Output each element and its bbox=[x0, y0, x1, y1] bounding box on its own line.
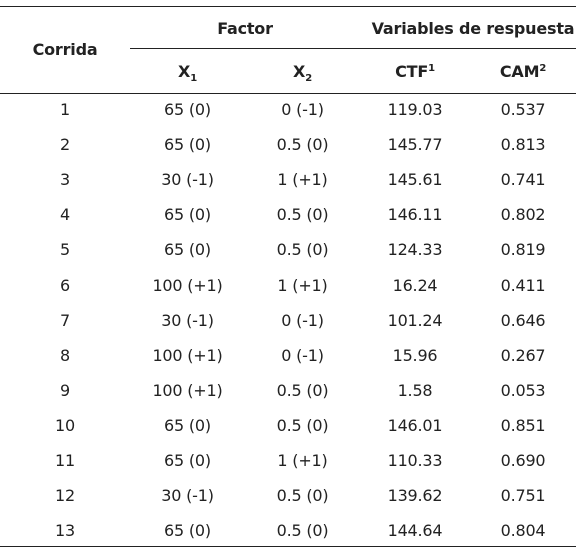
cell-x2: 0.5 (0) bbox=[276, 380, 329, 400]
cell-ctf: 145.61 bbox=[387, 170, 443, 190]
cell-cam: 0.813 bbox=[500, 135, 546, 155]
cell-x1: 65 (0) bbox=[164, 521, 211, 541]
cell-corrida: 12 bbox=[55, 486, 75, 506]
cell-x1: 30 (-1) bbox=[161, 170, 214, 190]
header-x1-sub: 1 bbox=[190, 73, 197, 84]
header-x1-base: X bbox=[178, 62, 191, 81]
header-cam: CAM2 bbox=[470, 62, 576, 81]
cell-ctf: 145.77 bbox=[387, 135, 443, 155]
cell-corrida: 10 bbox=[55, 415, 75, 435]
cell-x1: 30 (-1) bbox=[161, 486, 214, 506]
header-x2: X2 bbox=[245, 62, 360, 84]
cell-cam: 0.537 bbox=[500, 100, 546, 119]
cell-cam: 0.802 bbox=[500, 205, 546, 225]
cell-x2: 0.5 (0) bbox=[276, 135, 329, 155]
header-x2-sub: 2 bbox=[305, 73, 312, 84]
cell-cam: 0.751 bbox=[500, 486, 546, 506]
header-ctf-base: CTF bbox=[395, 62, 429, 81]
cell-x1: 30 (-1) bbox=[161, 310, 214, 330]
header-cam-base: CAM bbox=[499, 62, 540, 81]
cell-x2: 0.5 (0) bbox=[276, 486, 329, 506]
cell-x2: 0.5 (0) bbox=[276, 205, 329, 225]
cell-corrida: 2 bbox=[60, 135, 70, 155]
cell-x1: 65 (0) bbox=[164, 205, 211, 225]
cell-ctf: 15.96 bbox=[392, 345, 438, 365]
cell-cam: 0.646 bbox=[500, 310, 546, 330]
cell-corrida: 1 bbox=[60, 100, 70, 119]
cell-x2: 0 (-1) bbox=[281, 100, 324, 119]
cell-ctf: 1.58 bbox=[397, 380, 433, 400]
cell-x1: 65 (0) bbox=[164, 135, 211, 155]
header-bottom-rule bbox=[0, 93, 576, 94]
cell-x2: 0.5 (0) bbox=[276, 240, 329, 260]
cell-x2: 0 (-1) bbox=[281, 310, 324, 330]
cell-x1: 65 (0) bbox=[164, 415, 211, 435]
header-corrida: Corrida bbox=[32, 40, 98, 59]
cell-x2: 0.5 (0) bbox=[276, 521, 329, 541]
cell-corrida: 9 bbox=[60, 380, 70, 400]
cell-x1: 100 (+1) bbox=[152, 345, 223, 365]
cell-x2: 1 (+1) bbox=[277, 451, 328, 470]
cell-cam: 0.690 bbox=[500, 451, 546, 470]
cell-corrida: 7 bbox=[60, 310, 70, 330]
cell-cam: 0.851 bbox=[500, 415, 546, 435]
cell-ctf: 146.01 bbox=[387, 415, 443, 435]
cell-ctf: 139.62 bbox=[387, 486, 443, 506]
cell-corrida: 5 bbox=[60, 240, 70, 260]
cell-x2: 0 (-1) bbox=[281, 345, 324, 365]
cell-corrida: 13 bbox=[55, 521, 75, 541]
header-group-rule bbox=[130, 48, 576, 49]
cell-cam: 0.411 bbox=[500, 275, 546, 295]
cell-x2: 0.5 (0) bbox=[276, 415, 329, 435]
cell-x1: 65 (0) bbox=[164, 451, 211, 470]
cell-x1: 100 (+1) bbox=[152, 380, 223, 400]
cell-x2: 1 (+1) bbox=[277, 275, 328, 295]
cell-x2: 1 (+1) bbox=[277, 170, 328, 190]
header-x1: X1 bbox=[130, 62, 245, 84]
header-cam-sup: 2 bbox=[539, 63, 547, 74]
cell-corrida: 8 bbox=[60, 345, 70, 365]
cell-cam: 0.804 bbox=[500, 521, 546, 541]
header-ctf-sup: 1 bbox=[428, 63, 435, 74]
cell-ctf: 124.33 bbox=[387, 240, 443, 260]
header-factor: Factor bbox=[217, 19, 273, 38]
cell-cam: 0.819 bbox=[500, 240, 546, 260]
cell-corrida: 11 bbox=[55, 451, 75, 470]
cell-x1: 100 (+1) bbox=[152, 275, 223, 295]
cell-cam: 0.267 bbox=[500, 345, 546, 365]
cell-ctf: 119.03 bbox=[387, 100, 443, 119]
cell-corrida: 6 bbox=[60, 275, 70, 295]
cell-corrida: 4 bbox=[60, 205, 70, 225]
cell-ctf: 146.11 bbox=[387, 205, 443, 225]
cell-cam: 0.053 bbox=[500, 380, 546, 400]
cell-x1: 65 (0) bbox=[164, 240, 211, 260]
header-x2-base: X bbox=[293, 62, 306, 81]
cell-ctf: 144.64 bbox=[387, 521, 443, 541]
cell-corrida: 3 bbox=[60, 170, 70, 190]
cell-cam: 0.741 bbox=[500, 170, 546, 190]
header-ctf: CTF1 bbox=[360, 62, 470, 81]
cell-ctf: 110.33 bbox=[387, 451, 443, 470]
header-variables: Variables de respuesta bbox=[371, 19, 575, 38]
cell-x1: 65 (0) bbox=[164, 100, 211, 119]
table-top-rule bbox=[0, 6, 576, 7]
table-bottom-rule bbox=[0, 546, 576, 547]
cell-ctf: 16.24 bbox=[392, 275, 438, 295]
cell-ctf: 101.24 bbox=[387, 310, 443, 330]
